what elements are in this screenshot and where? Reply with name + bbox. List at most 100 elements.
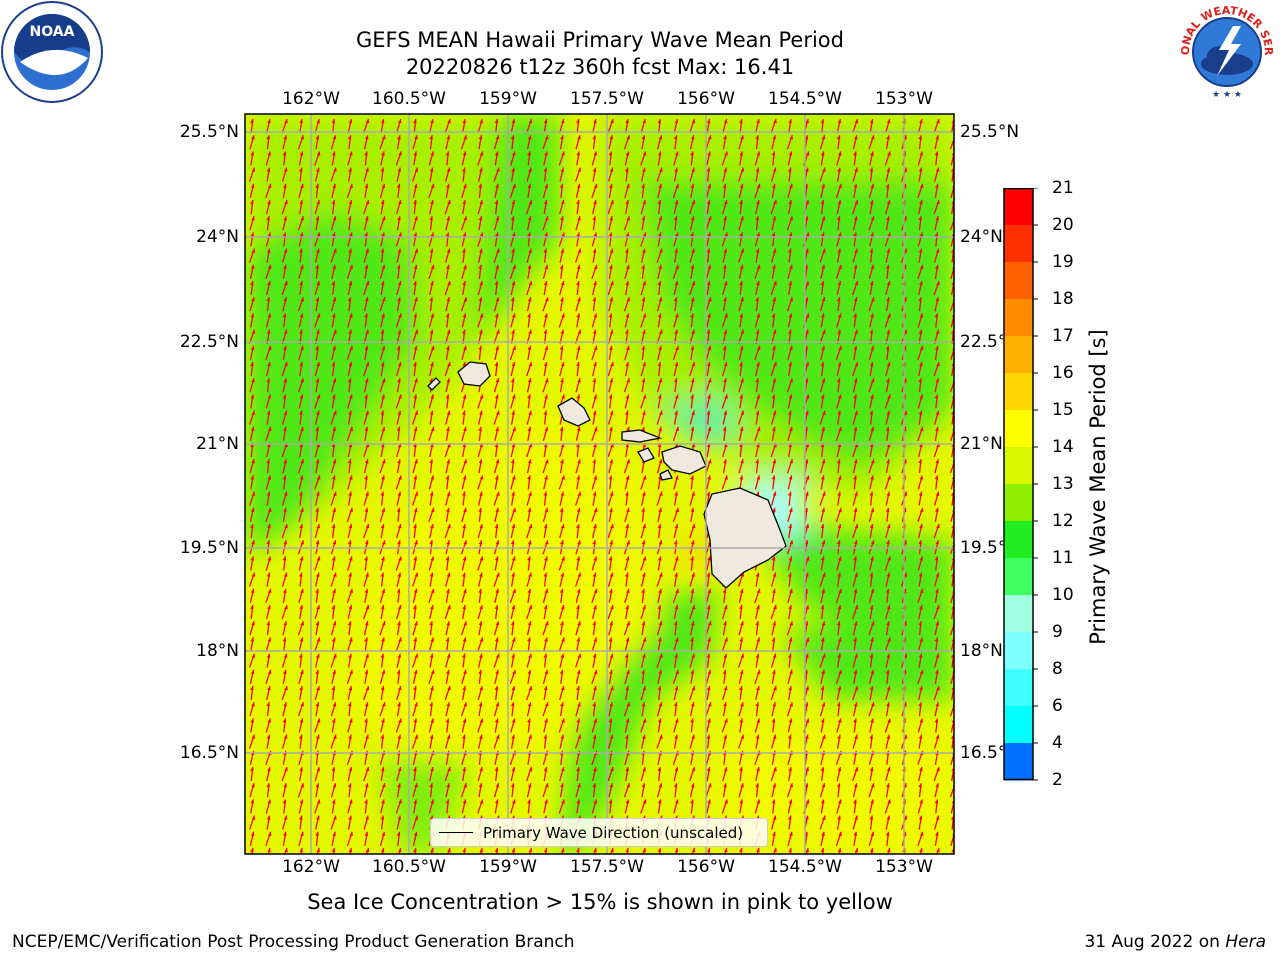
wave-arrow: [542, 426, 549, 441]
lat-label-left: 19.5°N: [179, 538, 239, 558]
wave-arrow: [412, 783, 418, 798]
wave-arrow: [494, 669, 499, 684]
wave-arrow: [510, 410, 515, 425]
wave-arrow: [526, 199, 533, 215]
wave-arrow: [346, 426, 354, 442]
wave-arrow: [478, 702, 483, 717]
wave-arrow: [542, 701, 549, 717]
wave-arrow: [331, 426, 336, 441]
wave-arrow: [428, 313, 435, 328]
wave-arrow: [479, 847, 484, 854]
wave-arrow: [526, 459, 532, 474]
wave-arrow: [396, 588, 401, 603]
wave-arrow: [396, 734, 402, 749]
wave-arrow: [347, 766, 353, 782]
wave-arrow: [282, 783, 288, 798]
wave-arrow: [543, 718, 548, 733]
wave-arrow: [314, 313, 321, 328]
wave-arrow: [413, 118, 417, 134]
wave-arrow: [509, 183, 516, 199]
wave-arrow: [576, 556, 580, 571]
wave-arrow: [363, 540, 369, 555]
wave-arrow: [445, 378, 451, 393]
wave-arrow: [542, 620, 549, 636]
wave-arrow: [591, 588, 598, 604]
wave-arrow: [560, 847, 565, 854]
wave-arrow: [576, 118, 580, 134]
wave-arrow: [265, 637, 272, 652]
colorbar-segment: [1004, 632, 1033, 670]
colorbar-tick-label: 2: [1052, 770, 1063, 790]
wave-arrow: [510, 556, 516, 571]
wave-arrow: [559, 685, 565, 701]
wave-arrow: [363, 815, 369, 830]
wave-arrow: [282, 135, 288, 150]
colorbar-segment: [1004, 484, 1033, 522]
wave-arrow: [461, 394, 467, 409]
wave-arrow: [445, 556, 450, 571]
wave-arrow: [396, 183, 401, 198]
colorbar-tick-label: 21: [1052, 178, 1074, 198]
wave-arrow: [282, 637, 287, 652]
wave-arrow: [428, 426, 435, 442]
wave-arrow: [576, 637, 580, 652]
wave-arrow: [493, 491, 500, 506]
lat-label-left: 21°N: [196, 434, 239, 454]
wave-arrow: [574, 248, 582, 263]
wave-arrow: [478, 669, 482, 684]
wave-arrow: [266, 459, 270, 474]
wave-arrow: [331, 475, 336, 490]
wave-arrow: [591, 345, 598, 361]
wave-arrow: [331, 831, 336, 846]
colorbar-tick-label: 11: [1052, 548, 1074, 568]
wave-arrow: [298, 394, 304, 409]
wave-arrow: [494, 361, 499, 377]
wave-arrow: [364, 232, 368, 247]
wave-arrow: [429, 734, 434, 749]
wave-arrow: [347, 523, 353, 539]
wave-arrow: [494, 394, 499, 409]
wave-arrow: [510, 199, 516, 215]
wave-arrow: [379, 458, 386, 474]
wave-arrow: [250, 361, 254, 377]
wave-arrow: [592, 702, 596, 717]
wave-arrow: [591, 556, 598, 571]
wave-arrow: [298, 410, 303, 425]
wave-arrow: [575, 183, 581, 198]
wave-arrow: [510, 475, 516, 490]
wave-arrow: [428, 183, 435, 199]
wave-arrow: [494, 475, 499, 490]
wave-arrow: [494, 685, 499, 701]
wave-arrow: [248, 410, 256, 425]
colorbar-segment: [1004, 225, 1033, 263]
wave-arrow: [347, 167, 352, 182]
wave-arrow: [363, 199, 370, 215]
wave-arrow: [444, 167, 451, 182]
wave-arrow: [542, 134, 549, 150]
wave-arrow: [543, 313, 548, 328]
wave-arrow: [331, 766, 336, 782]
wave-arrow: [282, 718, 287, 733]
wave-arrow: [396, 216, 401, 231]
wave-arrow: [363, 621, 369, 636]
legend-line-icon: [439, 832, 473, 833]
wave-arrow: [314, 556, 321, 571]
wave-arrow: [265, 718, 272, 733]
wave-arrow: [460, 134, 468, 150]
lat-label-left: 22.5°N: [179, 332, 239, 352]
wave-arrow: [591, 151, 598, 166]
wave-arrow: [347, 685, 353, 701]
wave-arrow: [527, 507, 532, 522]
wave-arrow: [314, 604, 321, 620]
wave-arrow: [396, 248, 402, 263]
wave-arrow: [477, 556, 484, 571]
wave-arrow: [444, 572, 451, 587]
wave-arrow: [380, 523, 385, 539]
wave-arrow: [314, 248, 320, 263]
wave-arrow: [413, 604, 417, 620]
wave-arrow: [248, 248, 256, 263]
wave-arrow: [494, 199, 499, 215]
lon-label-top: 159°W: [479, 89, 537, 109]
wave-arrow: [592, 523, 597, 539]
wave-arrow: [445, 702, 451, 717]
